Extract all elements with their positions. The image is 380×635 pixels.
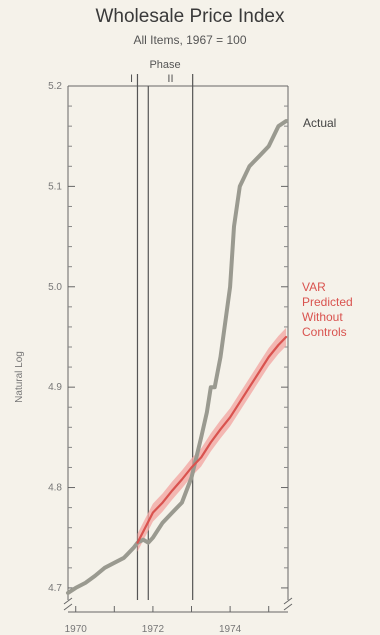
- phase-i-label: I: [130, 73, 133, 85]
- labels-layer: Natural Log Actual VAR Predicted Without Cont…: [14, 116, 353, 403]
- y-axis-label: Natural Log: [14, 351, 25, 403]
- chart-title: Wholesale Price Index: [95, 6, 285, 27]
- y-axis-break-right: [283, 597, 293, 611]
- series-label-actual: Actual: [303, 116, 336, 130]
- y-tick-label: 4.9: [48, 382, 62, 393]
- series-label-predicted-line: Controls: [302, 325, 347, 339]
- y-axis-break-left: [63, 597, 73, 611]
- actual-series-line: [66, 119, 289, 595]
- y-tick-label: 5.0: [48, 282, 62, 293]
- series-label-predicted-line: Without: [302, 310, 343, 324]
- series-label-predicted-line: VAR: [302, 280, 326, 294]
- y-tick-label: 4.8: [48, 483, 62, 494]
- y-tick-label: 5.1: [48, 181, 62, 192]
- y-tick-label: 4.7: [48, 583, 62, 594]
- y-tick-label: 5.2: [48, 81, 62, 92]
- series-layer: [66, 119, 289, 595]
- series-label-predicted: VAR Predicted Without Controls: [302, 280, 353, 339]
- x-tick-label: 1972: [142, 624, 165, 635]
- axes-layer: 4.7 4.8 4.9 5.0 5.1 5.2 1970 1972 1974: [48, 81, 293, 635]
- predicted-series-line: [136, 335, 288, 544]
- series-label-predicted-line: Predicted: [302, 295, 353, 309]
- phase-label: Phase: [149, 59, 180, 71]
- x-tick-label: 1974: [219, 624, 242, 635]
- x-tick-label: 1970: [65, 624, 88, 635]
- chart-subtitle: All Items, 1967 = 100: [133, 33, 247, 47]
- phase-ii-label: II: [167, 73, 173, 85]
